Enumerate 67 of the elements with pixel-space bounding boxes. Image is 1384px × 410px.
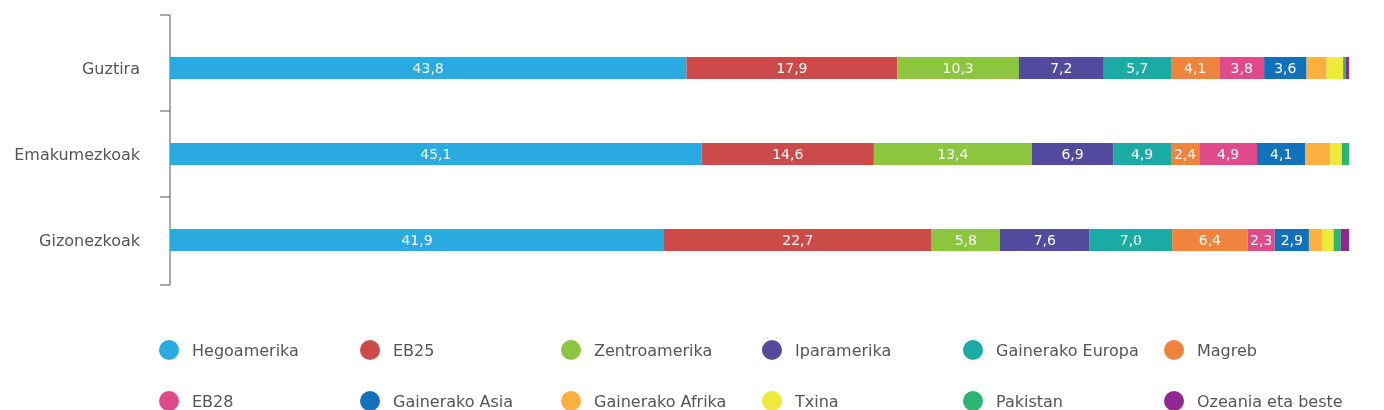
data-label: 4,9 bbox=[1217, 145, 1240, 162]
legend-label: EB25 bbox=[393, 340, 435, 360]
bar bbox=[170, 142, 702, 166]
data-label: 2,9 bbox=[1280, 231, 1303, 248]
legend-label: Gainerako Asia bbox=[393, 391, 514, 410]
data-label: 5,7 bbox=[1126, 59, 1149, 76]
legend-label: EB28 bbox=[192, 391, 234, 410]
bar bbox=[664, 228, 932, 252]
legend-label: Magreb bbox=[1197, 340, 1257, 360]
data-label: 7,6 bbox=[1033, 231, 1057, 248]
y-tick-label: Gizonezkoak bbox=[39, 230, 141, 250]
data-label: 6,9 bbox=[1061, 145, 1084, 162]
bar bbox=[1031, 142, 1114, 166]
data-label: 45,1 bbox=[420, 145, 452, 162]
bar bbox=[170, 228, 664, 252]
bar bbox=[897, 56, 1019, 80]
bar bbox=[1326, 56, 1344, 80]
bar bbox=[1305, 142, 1331, 166]
data-label: 2,3 bbox=[1250, 231, 1273, 248]
legend-label: Ozeania eta beste bbox=[1197, 391, 1343, 410]
bar bbox=[1340, 228, 1349, 252]
bar bbox=[686, 56, 898, 80]
legend-label: Gainerako Afrika bbox=[594, 391, 727, 410]
legend-label: Hegoamerika bbox=[192, 340, 299, 360]
legend-label: Iparamerika bbox=[795, 340, 892, 360]
bar bbox=[1341, 142, 1349, 166]
bar bbox=[873, 142, 1032, 166]
data-label: 14,6 bbox=[772, 145, 804, 162]
data-label: 4,9 bbox=[1130, 145, 1154, 162]
bar bbox=[1113, 142, 1171, 166]
data-label: 4,1 bbox=[1270, 145, 1293, 162]
legend-label: Txina bbox=[794, 391, 839, 410]
data-label: 7,2 bbox=[1050, 59, 1073, 76]
data-label: 22,7 bbox=[782, 231, 814, 248]
bar bbox=[1172, 228, 1248, 252]
legend-label: Gainerako Europa bbox=[996, 340, 1139, 360]
bar bbox=[1103, 56, 1171, 80]
data-label: 13,4 bbox=[937, 145, 969, 162]
data-label: 17,9 bbox=[776, 59, 808, 76]
data-label: 2,4 bbox=[1173, 145, 1197, 162]
data-label: 3,8 bbox=[1230, 59, 1253, 76]
bar bbox=[1321, 228, 1334, 252]
bar bbox=[1000, 228, 1090, 252]
legend-label: Zentroamerika bbox=[594, 340, 713, 360]
data-label: 7,0 bbox=[1119, 231, 1143, 248]
bar bbox=[1257, 142, 1306, 166]
bar bbox=[1330, 142, 1342, 166]
bar bbox=[1333, 228, 1341, 252]
data-label: 3,6 bbox=[1274, 59, 1297, 76]
data-label: 6,4 bbox=[1198, 231, 1222, 248]
data-label: 43,8 bbox=[412, 59, 444, 76]
bar bbox=[1170, 56, 1220, 80]
legend-label: Pakistan bbox=[996, 391, 1063, 410]
data-label: 4,1 bbox=[1184, 59, 1207, 76]
bar bbox=[1018, 56, 1104, 80]
data-label: 5,8 bbox=[954, 231, 977, 248]
y-tick-label: Guztira bbox=[81, 58, 140, 78]
bar bbox=[1306, 56, 1327, 80]
y-tick-label: Emakumezkoak bbox=[14, 144, 141, 164]
bar bbox=[701, 142, 874, 166]
bar bbox=[931, 228, 1001, 252]
bar bbox=[1089, 228, 1173, 252]
data-label: 41,9 bbox=[401, 231, 433, 248]
bar bbox=[170, 56, 687, 80]
data-label: 10,3 bbox=[942, 59, 974, 76]
bar bbox=[1199, 142, 1258, 166]
bar bbox=[1308, 228, 1322, 252]
